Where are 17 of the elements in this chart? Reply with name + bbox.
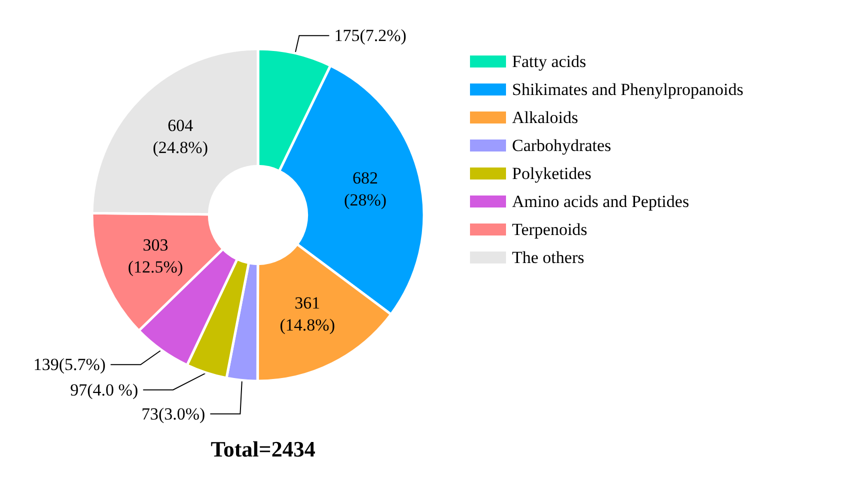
data-label: 361 (14.8%) [280, 293, 335, 334]
data-label: 139(5.7%) [33, 355, 106, 374]
legend-label: Terpenoids [512, 220, 588, 239]
legend-label: Polyketides [512, 164, 592, 183]
legend-label: The others [512, 248, 584, 267]
data-label: 682 (28%) [344, 168, 387, 210]
legend-label: Carbohydrates [512, 136, 612, 155]
data-label: 73(3.0%) [141, 404, 206, 424]
text: Total=2434 [210, 436, 316, 462]
legend-label: Fatty acids [512, 52, 586, 71]
legend-label: Amino acids and Peptides [512, 192, 690, 211]
data-label: 97(4.0 %) [70, 380, 138, 400]
legend-label: Alkaloids [512, 108, 578, 127]
legend-label: Shikimates and Phenylpropanoids [512, 80, 744, 99]
data-label: 303 (12.5%) [128, 235, 184, 276]
data-label: 175(7.2%) [334, 26, 406, 46]
data-label: 604 (24.8%) [152, 116, 208, 157]
